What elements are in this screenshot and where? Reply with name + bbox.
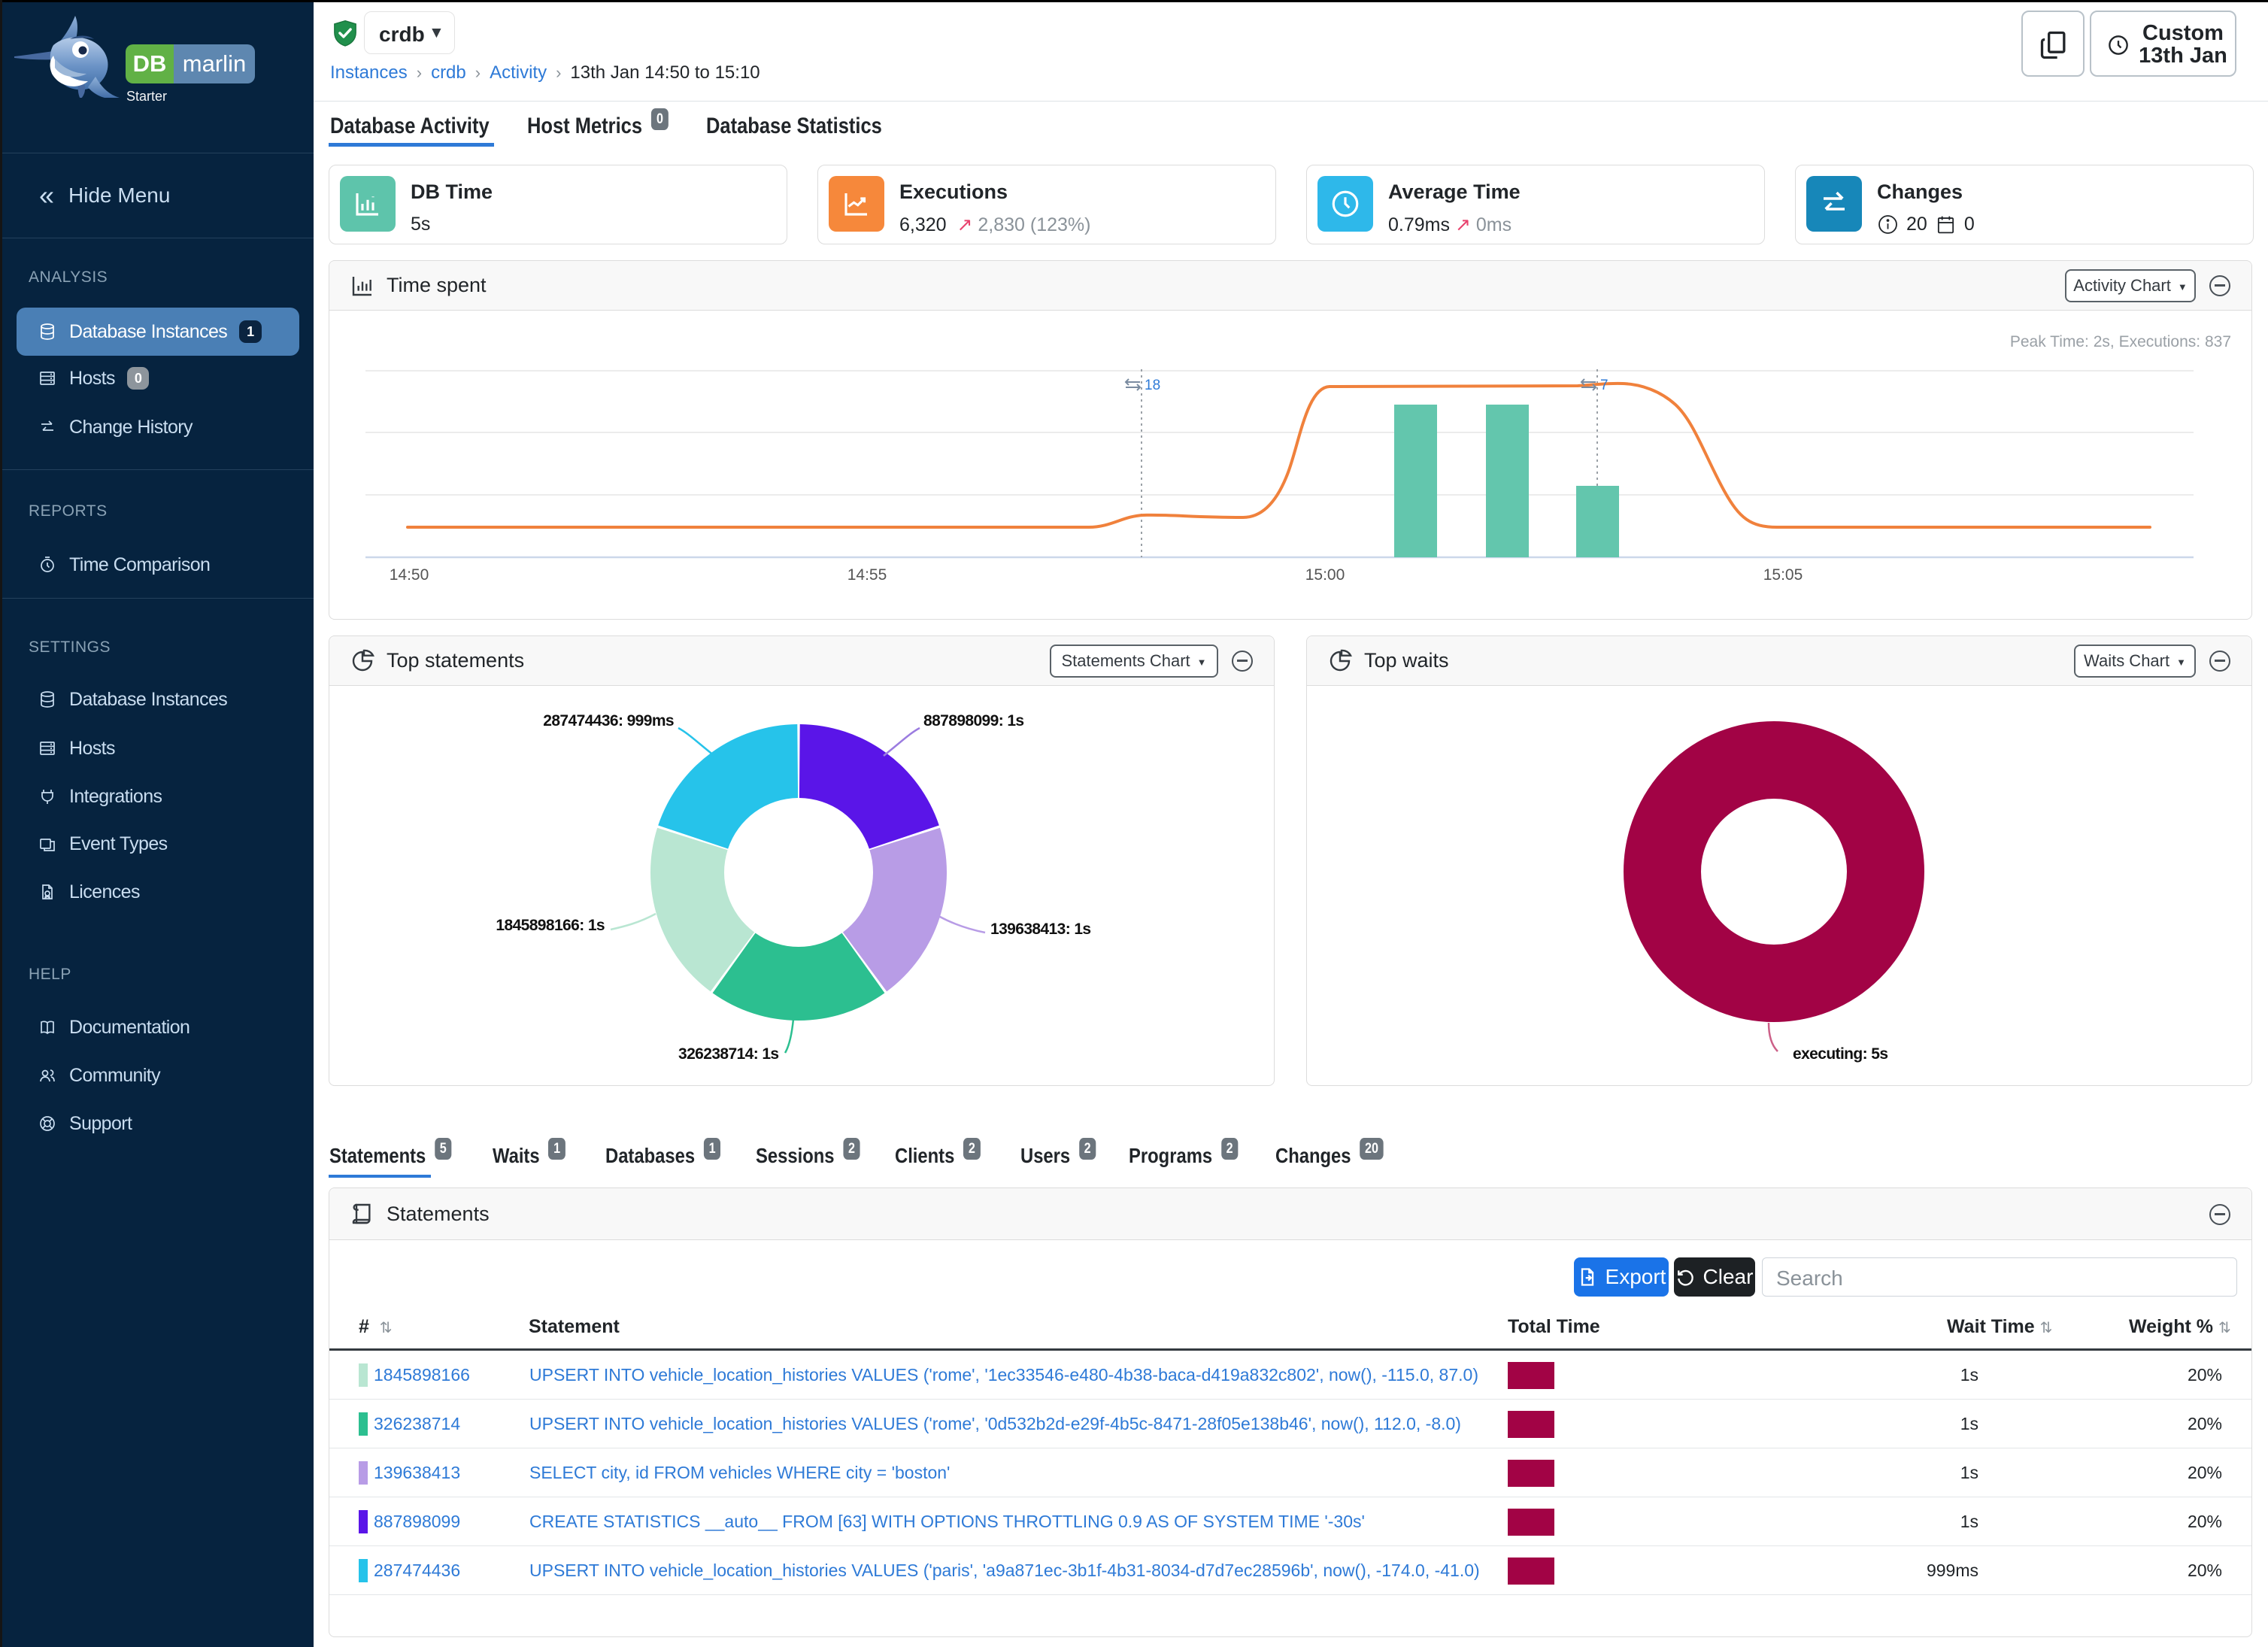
svg-text:14:50: 14:50 bbox=[390, 566, 429, 584]
svg-text:14:55: 14:55 bbox=[847, 566, 887, 584]
svg-text:15:00: 15:00 bbox=[1305, 566, 1345, 584]
svg-text:15:05: 15:05 bbox=[1763, 566, 1803, 584]
svg-text:Peak Time: 2s, Executions: 837: Peak Time: 2s, Executions: 837 bbox=[2010, 333, 2231, 350]
svg-text:18: 18 bbox=[1145, 378, 1160, 393]
svg-text:7: 7 bbox=[1600, 378, 1609, 393]
